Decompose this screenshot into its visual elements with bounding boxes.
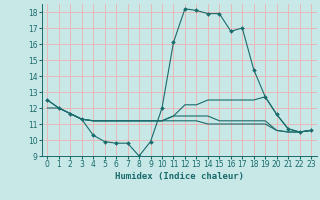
X-axis label: Humidex (Indice chaleur): Humidex (Indice chaleur) [115,172,244,181]
